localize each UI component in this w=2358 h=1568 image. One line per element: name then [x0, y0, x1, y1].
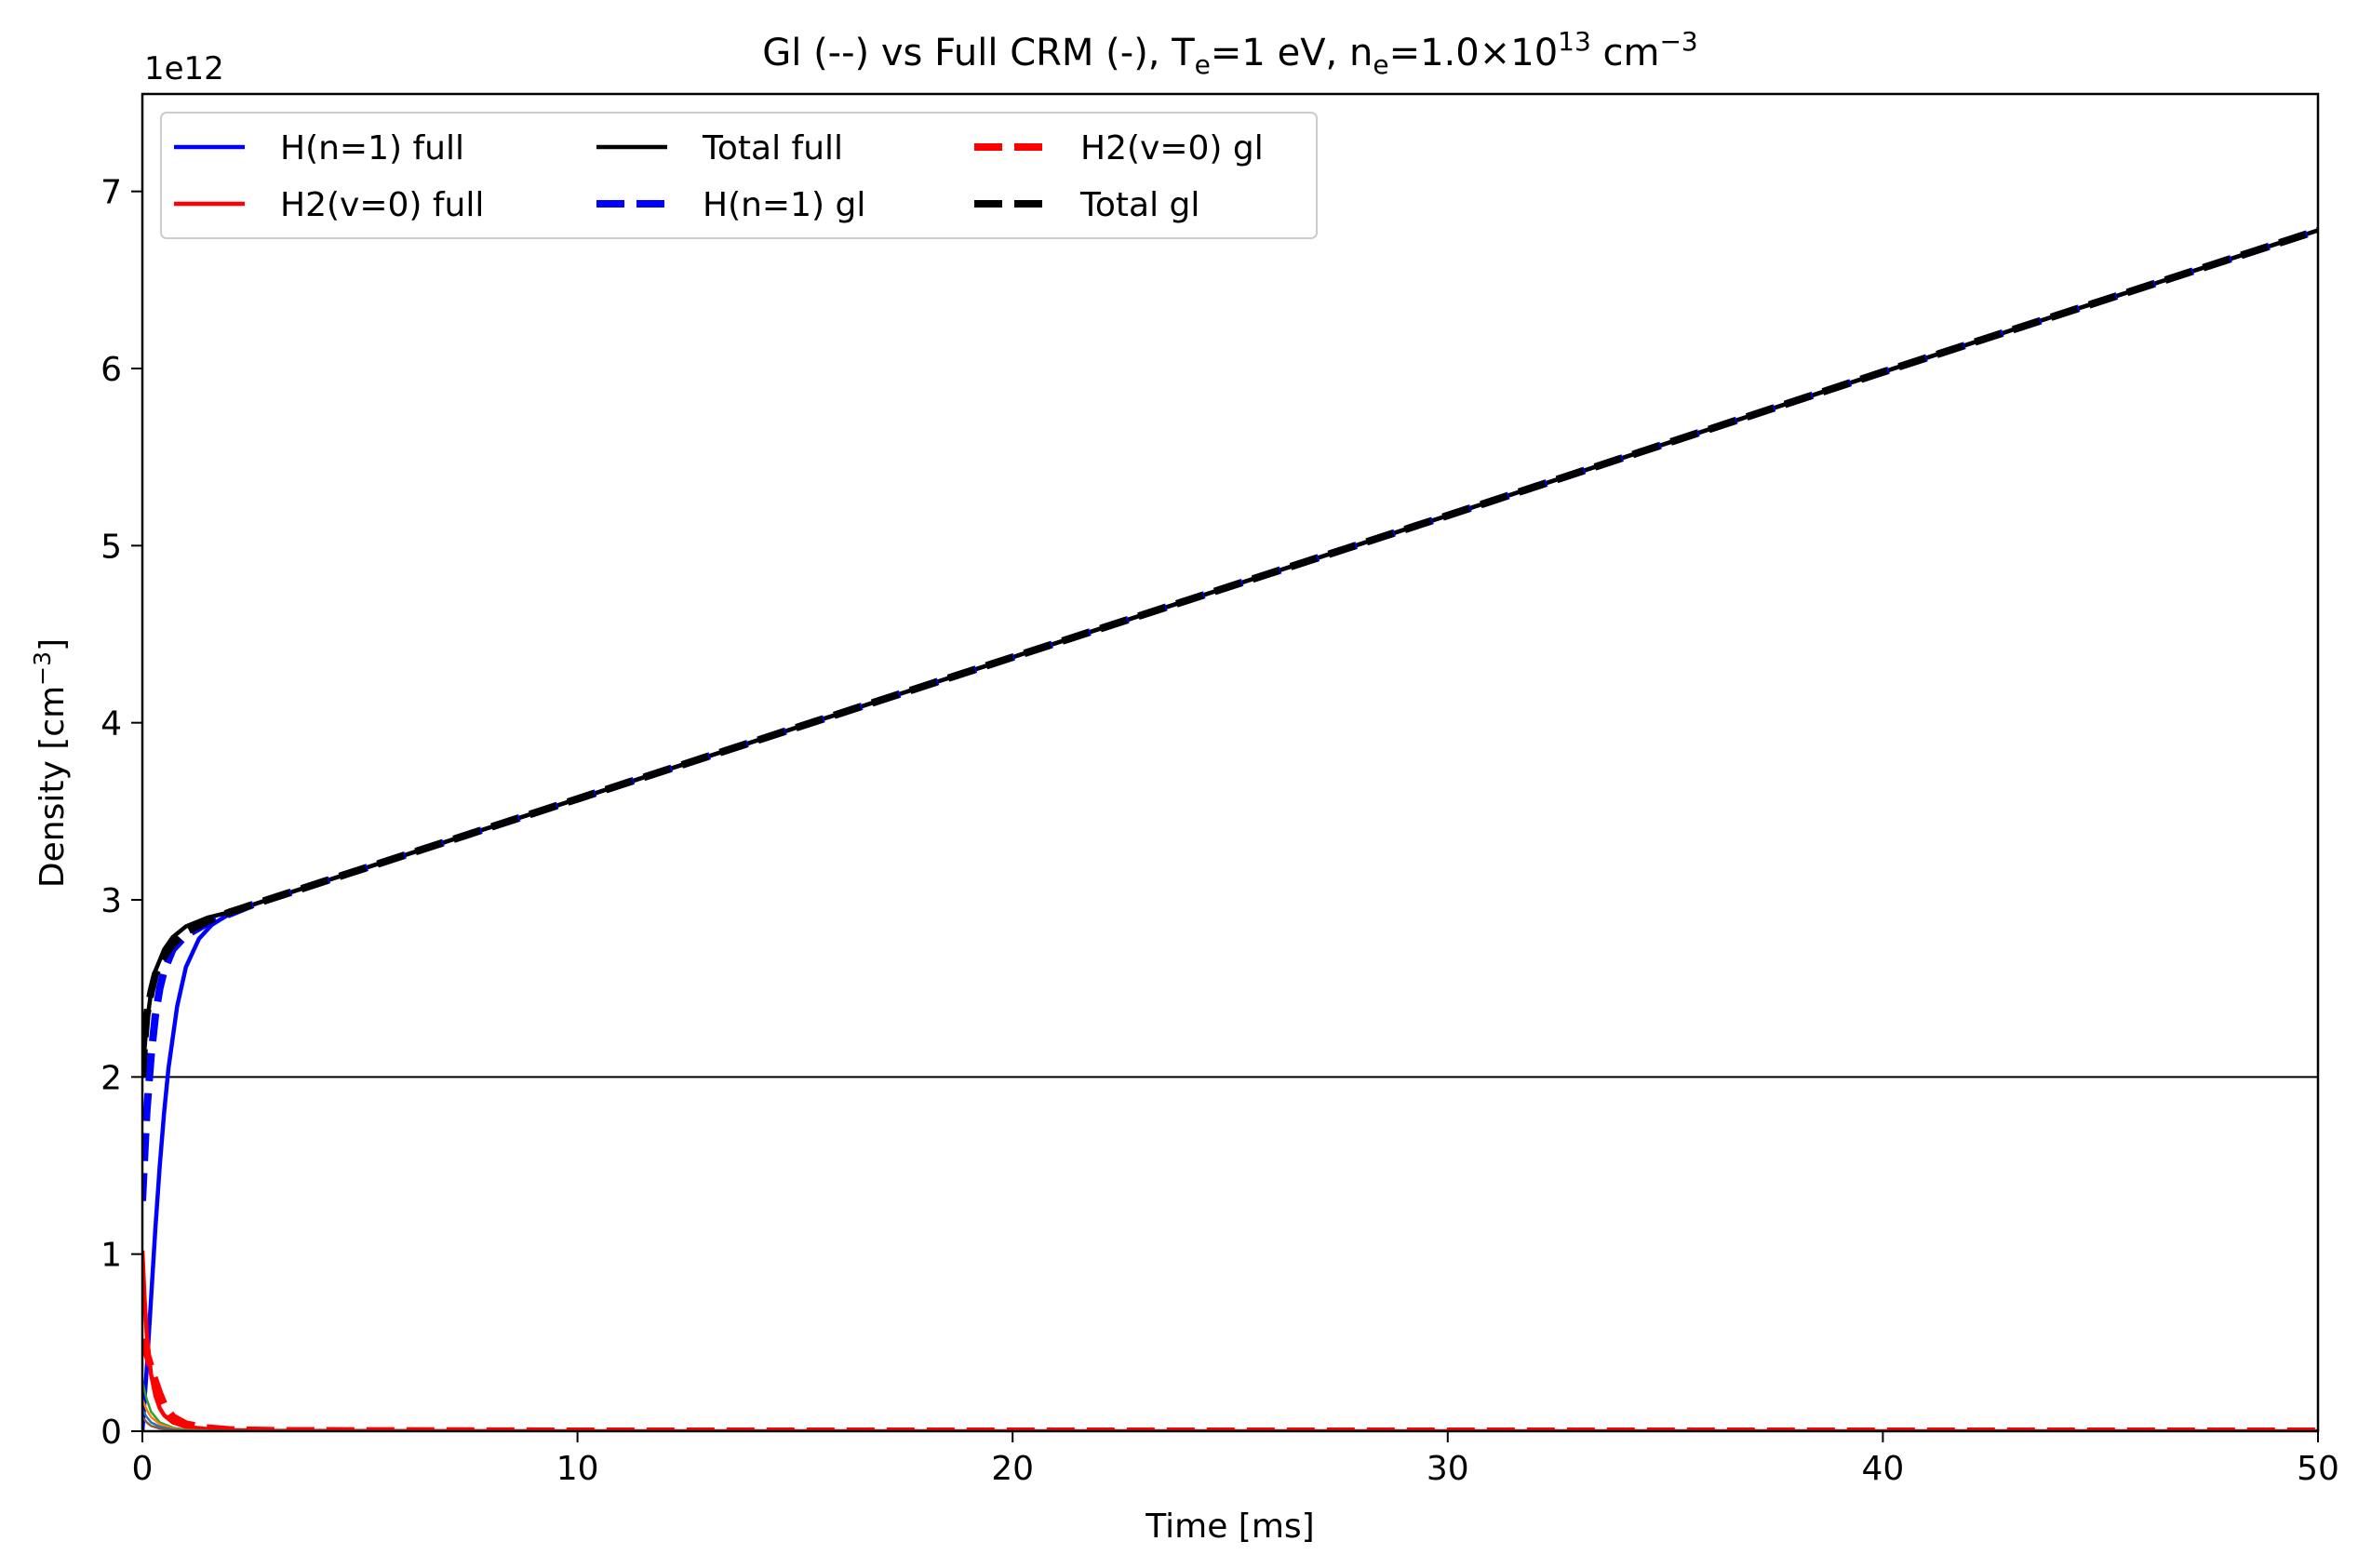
- x-ticks: 0 10 20 30 40 50: [132, 1431, 2339, 1488]
- y-tick-label: 7: [100, 174, 122, 212]
- y-tick-label: 5: [100, 528, 122, 566]
- y-tick-label: 0: [100, 1414, 122, 1452]
- y-tick-label: 3: [100, 882, 122, 920]
- legend-label: Total gl: [1079, 186, 1199, 224]
- legend-label: H2(v=0) gl: [1080, 129, 1264, 168]
- plot-frame: [141, 92, 2320, 1433]
- series-line-5: [142, 226, 2318, 1078]
- series-line-4: [142, 1337, 2318, 1431]
- x-tick-label: 10: [556, 1450, 599, 1488]
- legend-label: H(n=1) gl: [703, 186, 865, 224]
- y-tick-label: 6: [100, 351, 122, 389]
- y-tick-label: 4: [100, 705, 122, 744]
- x-tick-label: 40: [1861, 1450, 1904, 1488]
- y-tick-label: 2: [100, 1059, 122, 1097]
- x-tick-label: 20: [991, 1450, 1034, 1488]
- x-tick-label: 30: [1427, 1450, 1469, 1488]
- legend-label: Total full: [702, 129, 843, 168]
- y-ticks: 0 1 2 3 4 5 6 7: [100, 174, 142, 1452]
- chart-title: Gl (--) vs Full CRM (-), Te=1 eV, ne=1.0…: [762, 26, 1697, 80]
- y-tick-label: 1: [100, 1237, 122, 1275]
- y-axis-label: Density [cm−3]: [29, 638, 72, 888]
- x-axis-label: Time [ms]: [1145, 1508, 1314, 1546]
- x-tick-label: 0: [132, 1450, 154, 1488]
- legend: H(n=1) full H2(v=0) full Total full H(n=1) …: [160, 112, 1318, 239]
- legend-label: H(n=1) full: [280, 129, 464, 168]
- legend-label: H2(v=0) full: [280, 186, 484, 224]
- y-offset-label: 1e12: [144, 50, 224, 87]
- x-tick-label: 50: [2297, 1450, 2339, 1488]
